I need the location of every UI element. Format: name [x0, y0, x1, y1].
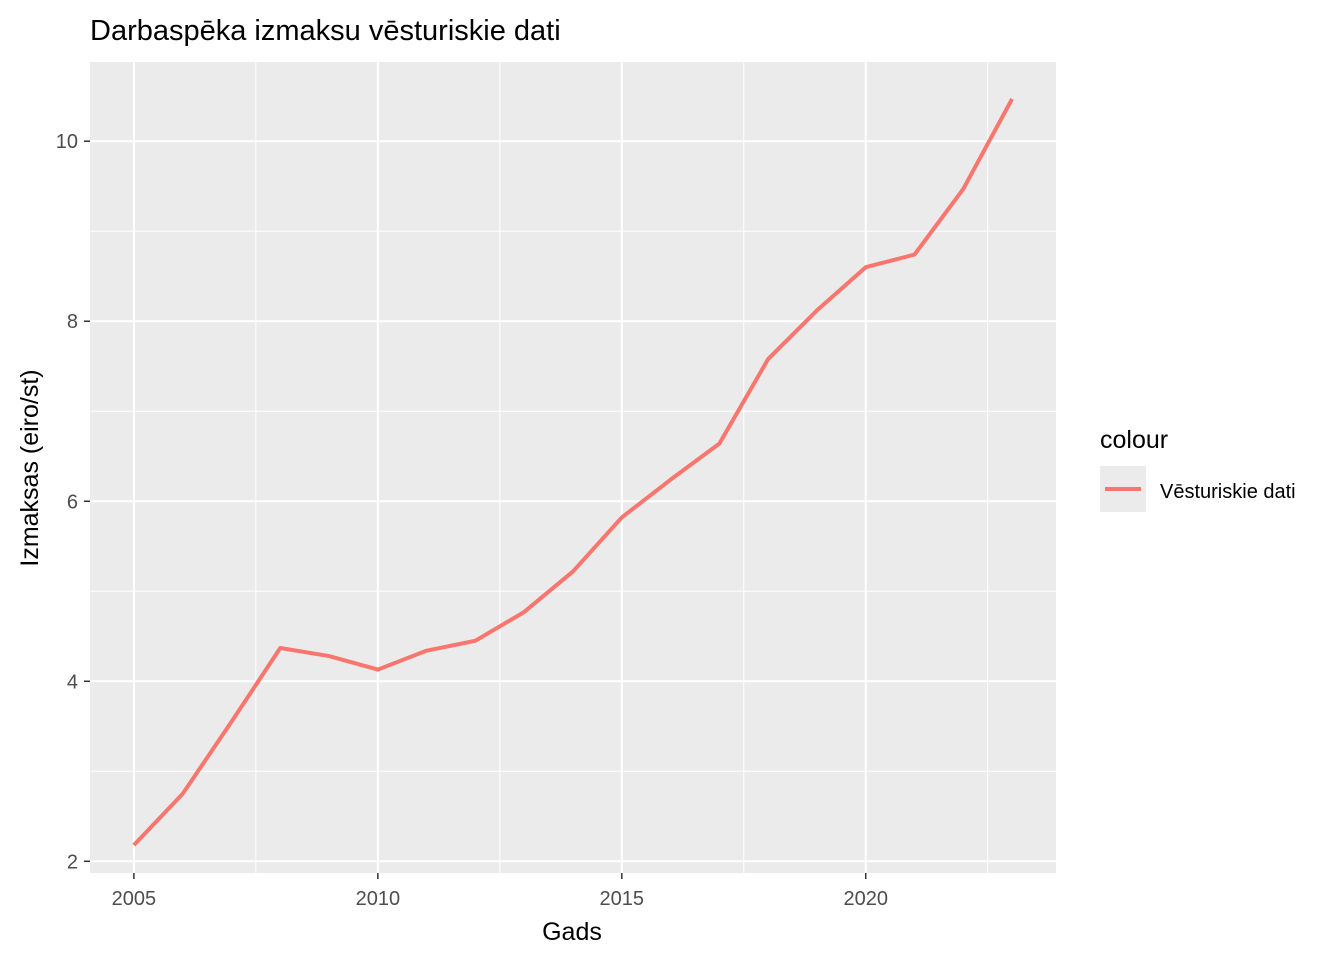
- series-line: [132, 97, 1014, 847]
- x-tick-label: 2005: [112, 888, 157, 910]
- x-axis-label: Gads: [542, 918, 602, 946]
- y-axis: 2 4 6 8 10: [56, 131, 90, 873]
- grid-major: [90, 62, 1056, 873]
- legend-entry-label: Vēsturiskie dati: [1160, 481, 1296, 503]
- y-tick-label: 6: [67, 491, 78, 513]
- grid-minor: [90, 62, 1056, 873]
- x-tick-label: 2015: [600, 888, 645, 910]
- x-tick-label: 2020: [843, 888, 888, 910]
- series-layer: [132, 97, 1014, 847]
- x-axis: 2005 2010 2015 2020: [112, 873, 888, 910]
- legend-title: colour: [1100, 426, 1168, 454]
- y-tick-label: 2: [67, 851, 78, 873]
- y-tick-label: 10: [56, 131, 78, 153]
- legend: colour Vēsturiskie dati: [1100, 426, 1296, 512]
- chart-title: Darbaspēka izmaksu vēsturiskie dati: [90, 15, 561, 47]
- y-tick-label: 8: [67, 311, 78, 333]
- plot-panel: [90, 62, 1056, 873]
- y-tick-label: 4: [67, 671, 78, 693]
- y-axis-label: Izmaksas (eiro/st): [16, 369, 44, 566]
- x-tick-label: 2010: [356, 888, 401, 910]
